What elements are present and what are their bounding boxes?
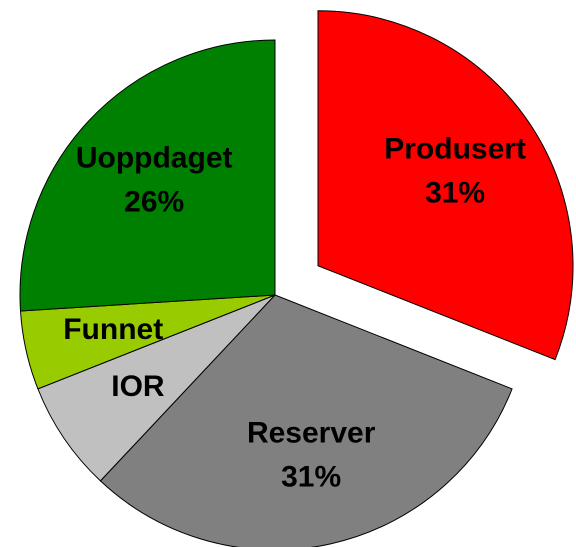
slice-label: IOR xyxy=(111,370,165,403)
slice-label: Uoppdaget xyxy=(76,141,233,174)
slice-label: Funnet xyxy=(63,313,163,346)
slice-label: Produsert xyxy=(384,133,526,166)
pie-slice xyxy=(37,294,276,482)
pie-slice xyxy=(19,39,276,312)
pie-slice xyxy=(99,294,513,547)
pie-slice xyxy=(317,10,574,361)
slice-value-label: 31% xyxy=(281,461,341,494)
slice-value-label: 26% xyxy=(124,185,184,218)
slice-value-label: 31% xyxy=(425,177,485,210)
slice-label: Reserver xyxy=(247,417,376,450)
